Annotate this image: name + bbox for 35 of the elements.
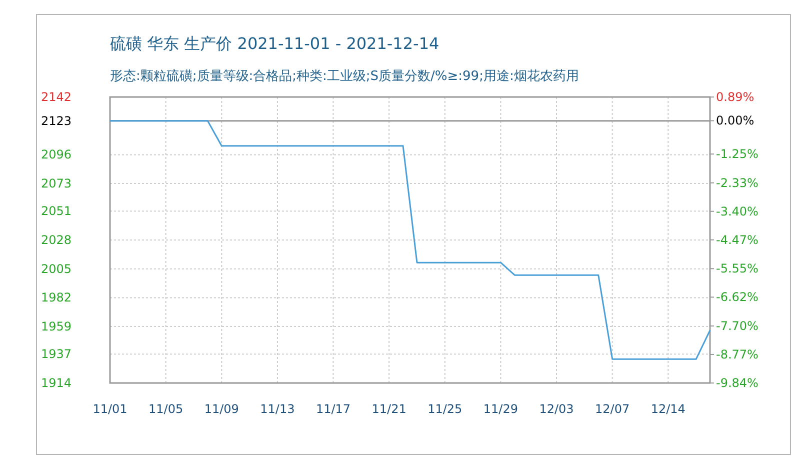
x-tick-label: 12/03 bbox=[539, 402, 574, 416]
x-tick-label: 11/17 bbox=[316, 402, 351, 416]
y-tick-label: 1914 bbox=[41, 376, 72, 390]
y2-tick-label: -5.55% bbox=[716, 262, 758, 276]
y2-tick-label: -8.77% bbox=[716, 347, 758, 362]
y-tick-label: 2142 bbox=[41, 90, 72, 104]
y2-tick-label: 0.89% bbox=[716, 90, 754, 104]
y2-tick-label: -9.84% bbox=[716, 376, 758, 390]
y-tick-label: 2096 bbox=[41, 148, 72, 162]
y2-tick-label: -7.70% bbox=[716, 318, 758, 333]
x-tick-label: 12/14 bbox=[650, 402, 686, 416]
y-tick-label: 2123 bbox=[41, 114, 72, 128]
y-tick-label: 2005 bbox=[41, 262, 72, 276]
y-tick-label: 2073 bbox=[41, 176, 72, 191]
y2-tick-label: -4.47% bbox=[716, 232, 758, 247]
y-tick-label: 2051 bbox=[41, 204, 72, 218]
x-tick-label: 11/09 bbox=[204, 402, 239, 416]
x-tick-label: 11/29 bbox=[483, 402, 518, 416]
x-tick-label: 12/07 bbox=[595, 402, 630, 416]
x-tick-label: 11/05 bbox=[148, 402, 184, 416]
chart-title: 硫磺 华东 生产价 2021-11-01 - 2021-12-14 bbox=[110, 34, 440, 53]
x-tick-label: 11/21 bbox=[372, 402, 406, 416]
y-tick-label: 1959 bbox=[41, 320, 72, 334]
y2-tick-label: -2.33% bbox=[716, 176, 758, 190]
y-tick-label: 2028 bbox=[41, 233, 72, 247]
y2-tick-label: -6.62% bbox=[716, 290, 758, 304]
y-tick-label: 1982 bbox=[41, 290, 72, 305]
x-tick-label: 11/01 bbox=[92, 402, 128, 416]
chart-subtitle: 形态:颗粒硫磺;质量等级:合格品;种类:工业级;S质量分数/%≥:99;用途:烟花农药用 bbox=[110, 69, 579, 84]
y-tick-label: 1937 bbox=[41, 347, 72, 362]
x-tick-label: 11/25 bbox=[428, 402, 462, 416]
y2-tick-label: -1.25% bbox=[716, 147, 758, 162]
x-tick-label: 11/13 bbox=[260, 402, 295, 416]
y2-tick-label: -3.40% bbox=[716, 204, 758, 218]
y2-tick-label: 0.00% bbox=[716, 114, 754, 128]
